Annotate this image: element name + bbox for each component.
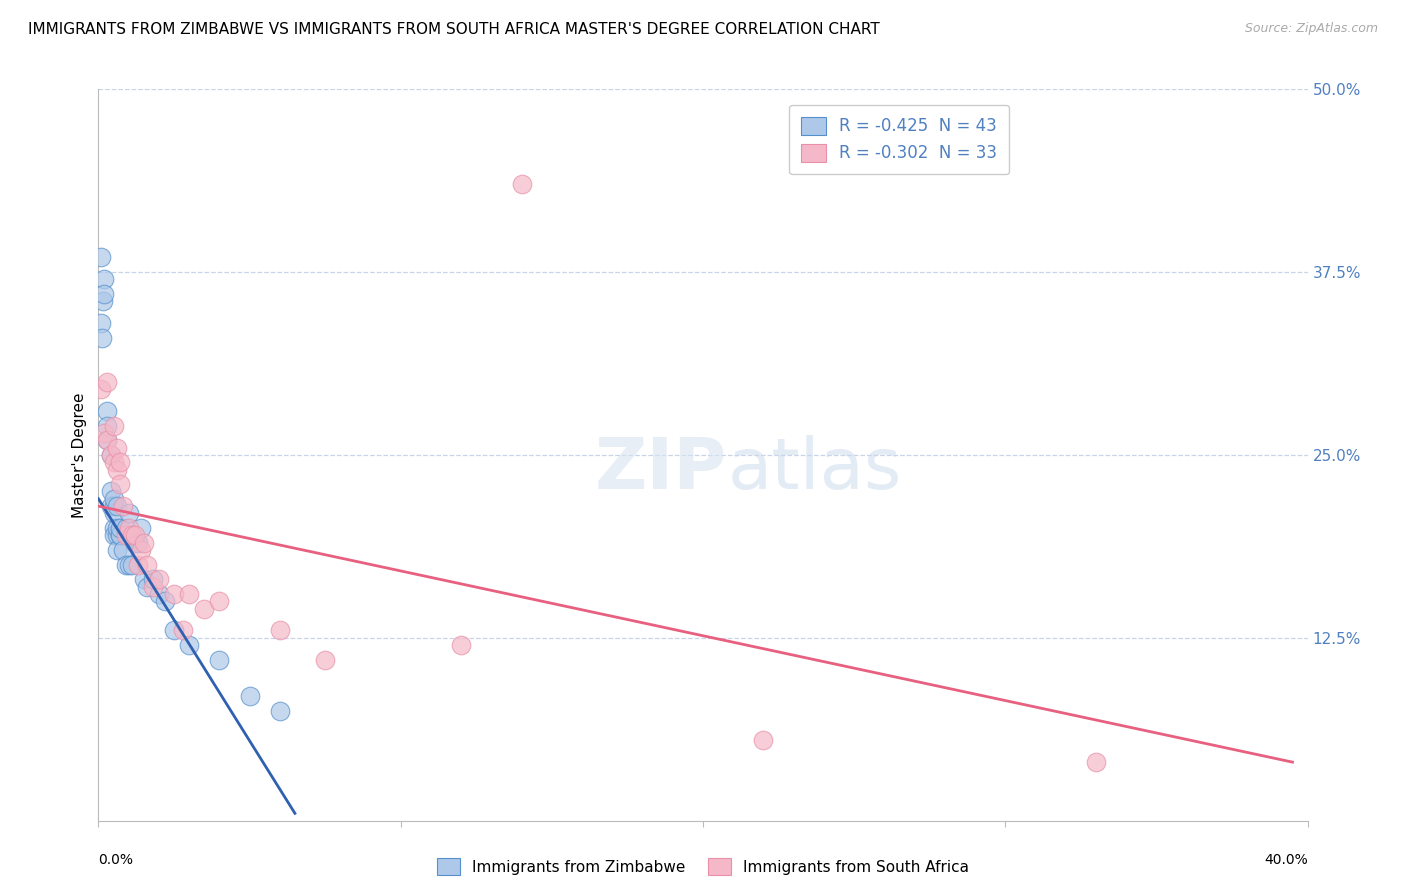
Point (132, 572, 155, 586)
Point (142, 572, 165, 586)
Point (129, 543, 152, 558)
Point (111, 499, 134, 513)
Point (90, 316, 112, 330)
Point (105, 521, 128, 535)
Point (105, 499, 128, 513)
Point (90, 382, 112, 396)
Point (121, 558, 143, 572)
Point (100, 484, 122, 499)
Point (148, 587, 170, 601)
Point (111, 543, 134, 558)
Point (96, 375, 118, 389)
Point (118, 521, 141, 535)
Point (96, 418, 118, 433)
Point (124, 535, 146, 549)
Point (108, 528, 131, 542)
Point (103, 507, 125, 521)
Point (148, 572, 170, 586)
Point (103, 418, 125, 433)
Point (108, 521, 131, 535)
Point (91, 294, 114, 309)
Text: ZIP: ZIP (595, 435, 727, 504)
Point (124, 528, 146, 542)
Point (179, 587, 201, 601)
Point (135, 580, 157, 594)
Point (103, 491, 125, 506)
Point (108, 528, 131, 542)
Point (153, 594, 176, 608)
Point (100, 448, 122, 462)
Point (1085, 755, 1108, 769)
Y-axis label: Master's Degree: Master's Degree (72, 392, 87, 517)
Point (127, 558, 149, 572)
Point (93, 287, 115, 301)
Point (269, 704, 291, 718)
Point (96, 434, 118, 448)
Point (103, 499, 125, 513)
Point (105, 543, 128, 558)
Point (172, 624, 194, 638)
Point (118, 507, 141, 521)
Point (129, 521, 152, 535)
Point (96, 404, 118, 418)
Point (108, 477, 131, 491)
Point (118, 558, 141, 572)
Point (105, 462, 128, 476)
Point (208, 653, 231, 667)
Text: 40.0%: 40.0% (1264, 853, 1308, 867)
Point (142, 580, 165, 594)
Point (132, 535, 155, 549)
Point (103, 455, 125, 469)
Point (163, 624, 186, 638)
Point (314, 653, 336, 667)
Point (163, 587, 186, 601)
Point (105, 441, 128, 455)
Point (208, 594, 231, 608)
Point (108, 455, 131, 469)
Legend: Immigrants from Zimbabwe, Immigrants from South Africa: Immigrants from Zimbabwe, Immigrants fro… (429, 851, 977, 882)
Point (114, 528, 136, 542)
Point (510, 178, 533, 192)
Text: IMMIGRANTS FROM ZIMBABWE VS IMMIGRANTS FROM SOUTH AFRICA MASTER'S DEGREE CORRELA: IMMIGRANTS FROM ZIMBABWE VS IMMIGRANTS F… (28, 22, 880, 37)
Point (96, 434, 118, 448)
Point (93, 272, 115, 286)
Text: 0.0%: 0.0% (98, 853, 134, 867)
Point (752, 733, 775, 747)
Point (103, 528, 125, 542)
Point (269, 624, 291, 638)
Point (90, 251, 112, 265)
Point (105, 528, 128, 542)
Point (103, 521, 125, 535)
Point (193, 601, 215, 615)
Point (135, 558, 157, 572)
Point (91, 331, 114, 345)
Text: atlas: atlas (727, 435, 901, 504)
Point (239, 690, 262, 704)
Point (127, 535, 149, 549)
Point (93, 425, 115, 440)
Point (121, 528, 143, 542)
Point (114, 521, 136, 535)
Point (100, 448, 122, 462)
Text: Source: ZipAtlas.com: Source: ZipAtlas.com (1244, 22, 1378, 36)
Point (100, 499, 122, 513)
Point (450, 638, 472, 652)
Point (114, 558, 136, 572)
Point (179, 638, 201, 652)
